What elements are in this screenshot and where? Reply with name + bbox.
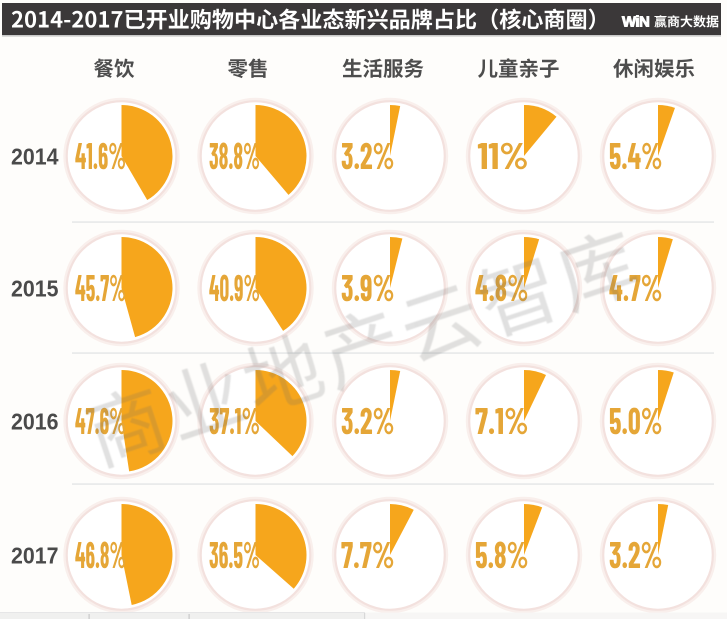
svg-text:2015: 2015 bbox=[11, 275, 59, 301]
svg-text:WiN: WiN bbox=[622, 14, 649, 31]
svg-text:2014: 2014 bbox=[11, 143, 59, 169]
svg-text:2016: 2016 bbox=[11, 408, 59, 434]
svg-text:2017: 2017 bbox=[11, 542, 59, 568]
